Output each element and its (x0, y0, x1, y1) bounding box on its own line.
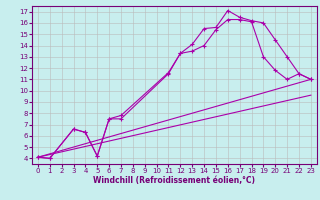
X-axis label: Windchill (Refroidissement éolien,°C): Windchill (Refroidissement éolien,°C) (93, 176, 255, 185)
